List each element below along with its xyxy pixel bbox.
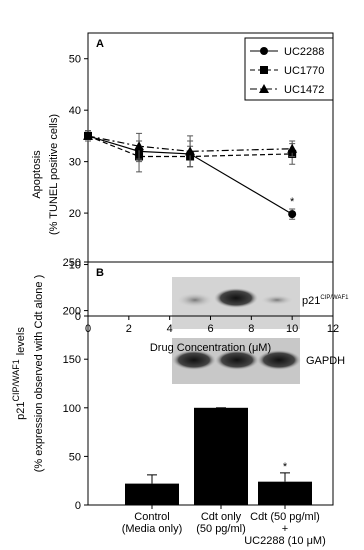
x-tick-label: 4 xyxy=(167,323,173,335)
legend-marker xyxy=(260,47,268,55)
x-tick-label: Cdt only xyxy=(201,511,242,523)
annotation: * xyxy=(290,196,295,208)
annotation: * xyxy=(283,461,288,473)
x-axis-label: Drug Concentration (μM) xyxy=(150,342,271,354)
blot-label-part: p21 xyxy=(302,295,320,307)
x-tick-label: 10 xyxy=(286,323,298,335)
y-axis-label-part: p21 xyxy=(15,401,27,419)
blot-band xyxy=(214,288,258,308)
x-tick-label: 6 xyxy=(207,323,213,335)
x-tick-label: (50 pg/ml) xyxy=(196,523,246,535)
series-line xyxy=(87,135,293,158)
blot-band xyxy=(257,350,301,370)
y-tick-label: 10 xyxy=(69,260,81,272)
blot-label-sup: CIP/WAF1 xyxy=(320,295,349,301)
bar xyxy=(125,483,179,505)
marker xyxy=(83,130,93,140)
marker xyxy=(287,143,298,153)
legend-label: UC1770 xyxy=(284,65,324,77)
marker xyxy=(288,210,297,219)
blot-band xyxy=(215,350,259,370)
bar xyxy=(258,481,312,505)
blot-band xyxy=(172,350,216,370)
y-axis-label-sup: CIP/WAF1 xyxy=(11,359,21,401)
marker xyxy=(185,146,196,156)
y-tick-label: 50 xyxy=(69,451,81,463)
y-tick-label: 0 xyxy=(75,500,81,512)
x-tick-label: + xyxy=(282,523,288,535)
legend-box xyxy=(244,37,334,101)
y-tick-label: 50 xyxy=(69,54,81,66)
y-axis-label: Apoptosis xyxy=(31,150,43,199)
legend-marker xyxy=(259,84,269,93)
legend-label: UC1472 xyxy=(284,84,324,96)
error-bar xyxy=(147,474,157,484)
blot-label: GAPDH xyxy=(306,355,345,367)
series-line xyxy=(87,135,293,152)
x-tick-label: Cdt (50 pg/ml) xyxy=(250,511,320,523)
y-tick-label: 150 xyxy=(63,354,81,366)
y-tick-label: 20 xyxy=(69,208,81,220)
series-line xyxy=(87,135,293,215)
x-tick-label: Control xyxy=(134,511,169,523)
y-tick-label: 30 xyxy=(69,157,81,169)
panel-label: A xyxy=(96,38,104,50)
y-tick-label: 100 xyxy=(63,403,81,415)
x-tick-label: UC2288 (10 μM) xyxy=(244,535,326,547)
y-axis-label: (% TUNEL positive cells) xyxy=(48,114,60,235)
y-tick-label: 200 xyxy=(63,306,81,318)
y-axis-label: p21CIP/WAF1 levels xyxy=(11,327,27,420)
blot-band xyxy=(261,295,293,305)
blot-label: p21CIP/WAF1 xyxy=(302,295,349,307)
y-axis-label-part: levels xyxy=(15,327,27,356)
error-bar xyxy=(280,472,290,482)
legend-marker xyxy=(260,66,268,74)
y-tick-label: 40 xyxy=(69,105,81,117)
y-tick-label: 0 xyxy=(75,311,81,323)
x-tick-label: (Media only) xyxy=(122,523,183,535)
x-tick-label: 2 xyxy=(126,323,132,335)
legend-label: UC2288 xyxy=(284,46,324,58)
y-axis-label: (% expression observed with Cdt alone ) xyxy=(33,275,45,472)
x-tick-label: 8 xyxy=(248,323,254,335)
marker xyxy=(134,141,145,151)
panel-label: B xyxy=(96,267,104,279)
blot-band xyxy=(177,293,213,307)
blot xyxy=(172,277,301,384)
y-tick-label: 250 xyxy=(63,257,81,269)
bar xyxy=(194,407,248,505)
